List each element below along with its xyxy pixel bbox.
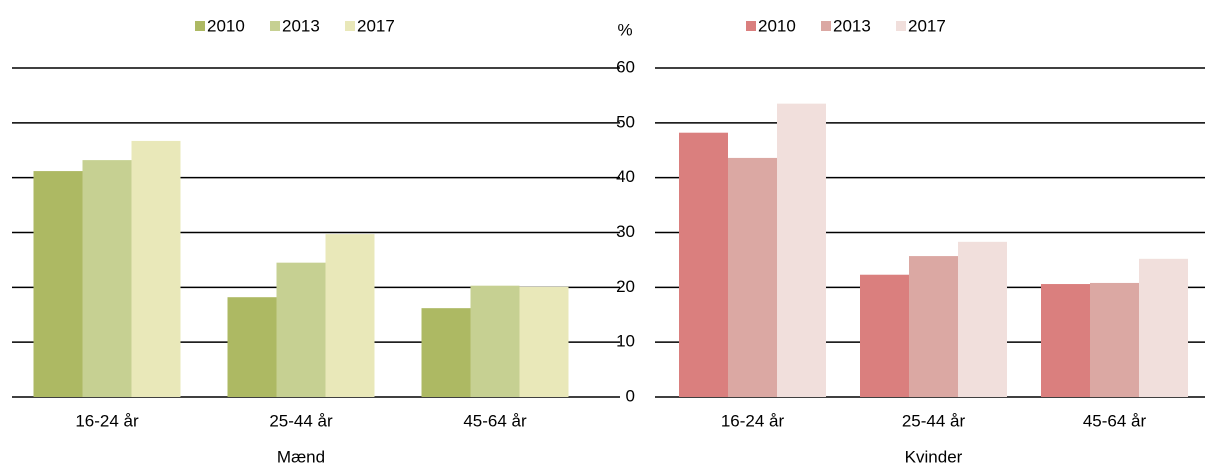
x-tick-label: 16-24 år <box>721 411 785 430</box>
bar <box>227 297 277 397</box>
legend-swatch <box>746 21 756 31</box>
legend-swatch <box>821 21 831 31</box>
y-tick-label: 0 <box>626 386 635 405</box>
bar <box>679 132 728 397</box>
legend-swatch <box>270 21 280 31</box>
bar <box>470 285 520 397</box>
legend-label: 2017 <box>908 16 946 35</box>
y-tick-label: 10 <box>616 332 635 351</box>
legend-swatch <box>896 21 906 31</box>
y-tick-label: 60 <box>616 57 635 76</box>
y-tick-label: 50 <box>616 112 635 131</box>
x-tick-label: 25-44 år <box>902 411 966 430</box>
y-tick-label: 40 <box>616 167 635 186</box>
x-tick-label: 16-24 år <box>75 411 139 430</box>
y-tick-label: 20 <box>616 277 635 296</box>
bar <box>1139 258 1188 397</box>
x-axis-label: Kvinder <box>905 447 963 466</box>
x-axis-label: Mænd <box>277 447 325 466</box>
y-axis-label: % <box>617 20 632 39</box>
bar <box>519 286 569 397</box>
legend-label: 2013 <box>282 16 320 35</box>
x-tick-label: 45-64 år <box>463 411 527 430</box>
bar <box>82 160 132 397</box>
bar <box>958 241 1007 397</box>
bar <box>1090 282 1139 397</box>
bar <box>777 103 826 398</box>
legend-label: 2010 <box>758 16 796 35</box>
bar <box>1041 284 1090 397</box>
x-tick-label: 45-64 år <box>1083 411 1147 430</box>
legend-swatch <box>345 21 355 31</box>
bar <box>860 274 909 397</box>
bar <box>325 234 375 397</box>
bar <box>276 262 326 397</box>
x-tick-label: 25-44 år <box>269 411 333 430</box>
legend-swatch <box>195 21 205 31</box>
legend-label: 2013 <box>833 16 871 35</box>
bar <box>33 171 83 397</box>
bar <box>421 308 471 397</box>
legend-label: 2010 <box>207 16 245 35</box>
bar <box>728 157 777 397</box>
bar <box>909 256 958 397</box>
bar <box>131 140 181 397</box>
y-tick-label: 30 <box>616 222 635 241</box>
legend-label: 2017 <box>357 16 395 35</box>
